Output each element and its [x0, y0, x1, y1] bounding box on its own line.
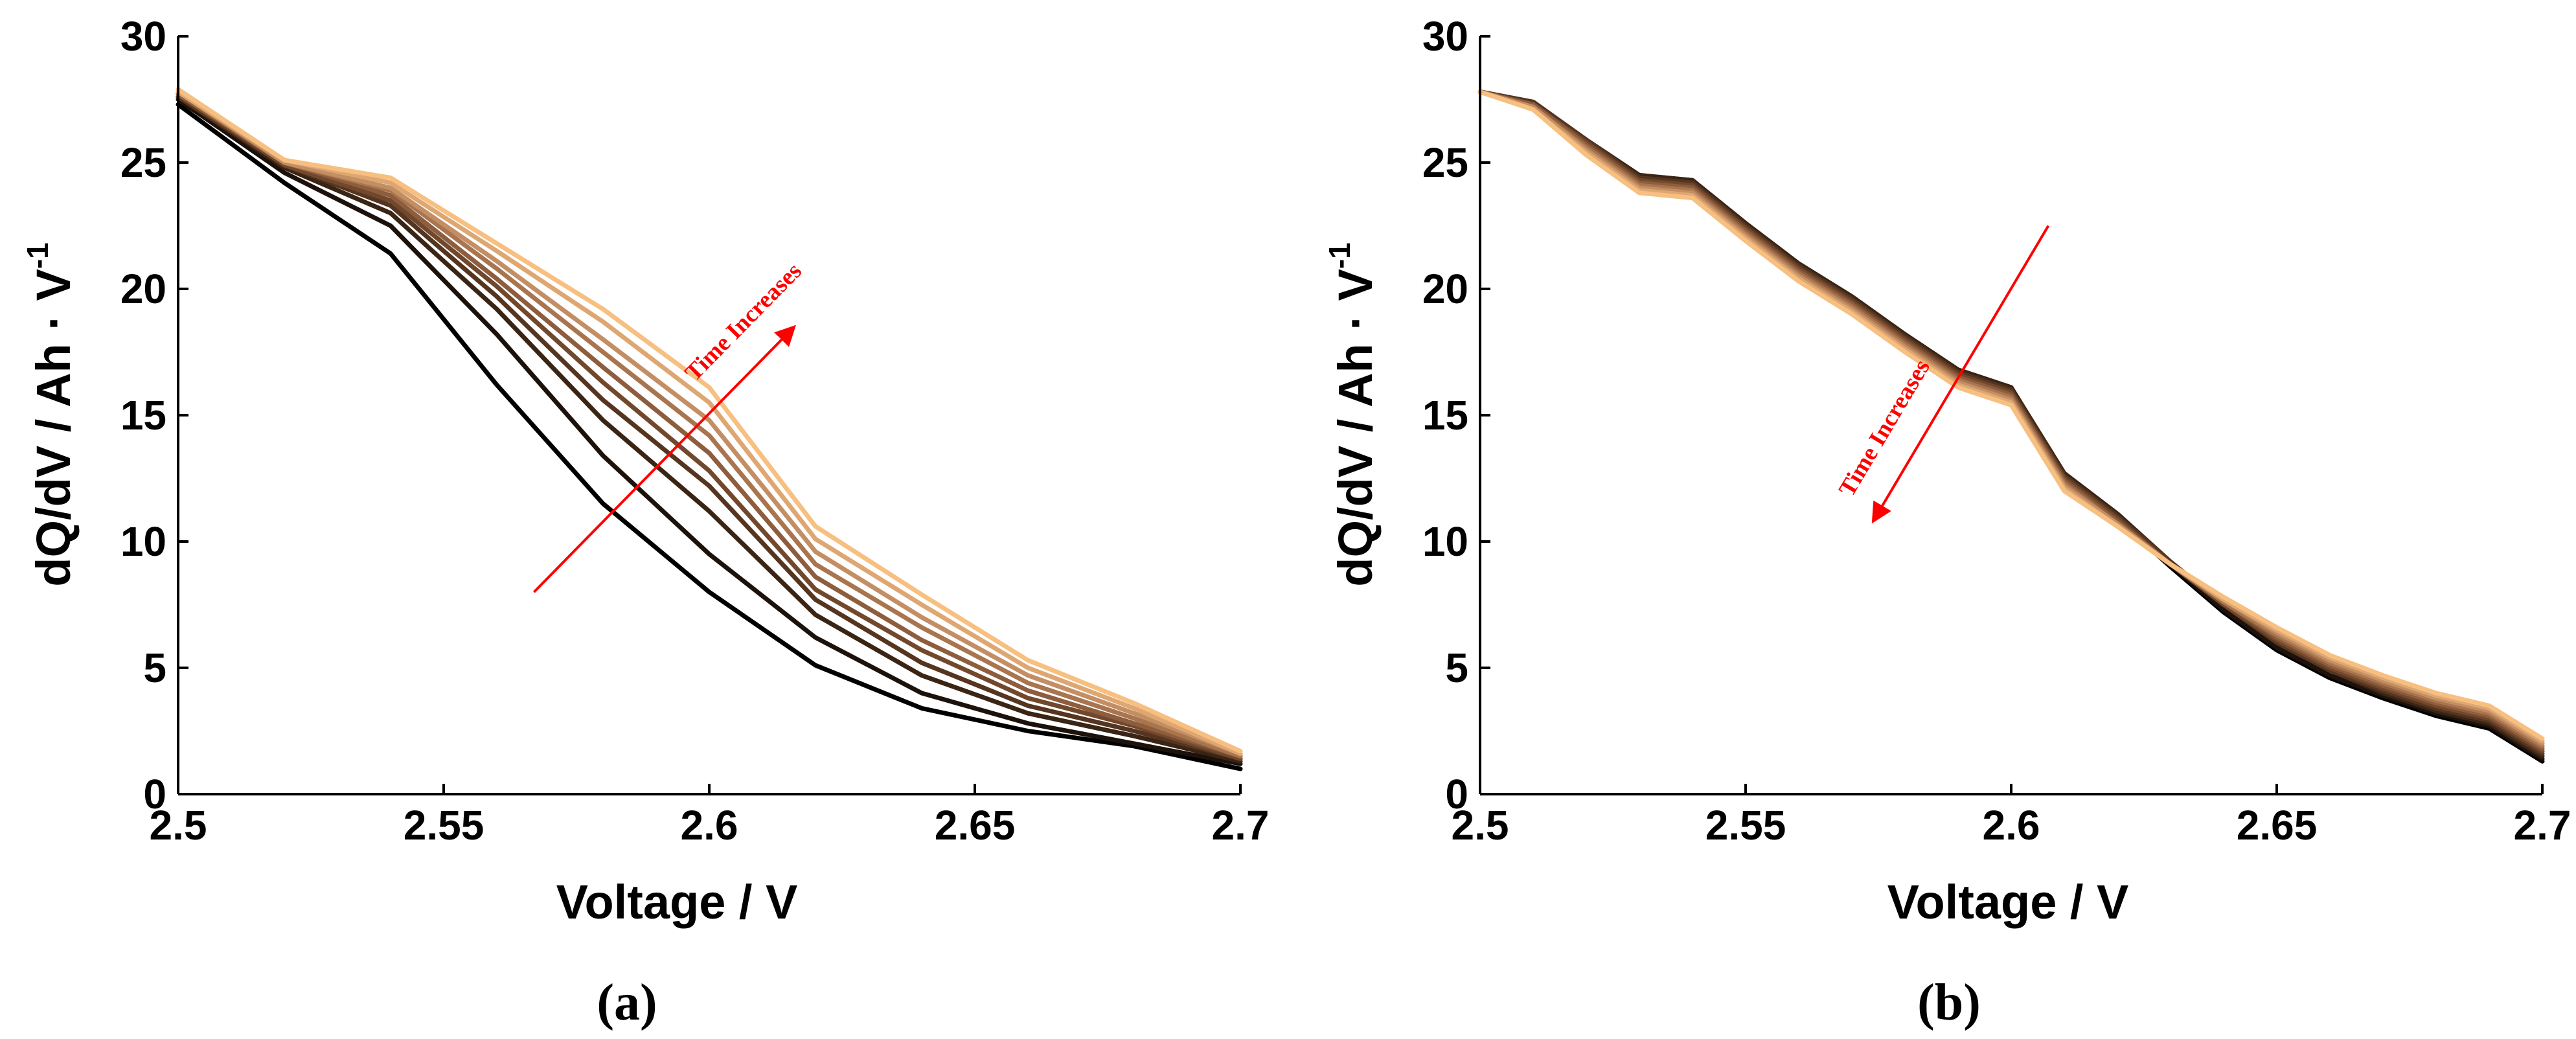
x-tick-label: 2.55 — [404, 802, 484, 849]
series-line-t8 — [1477, 89, 2545, 746]
series-line-t9 — [176, 89, 1243, 757]
x-tick-label: 2.5 — [1452, 802, 1509, 849]
y-tick-label: 5 — [143, 645, 166, 691]
series-line-t6 — [176, 92, 1243, 759]
series-group — [1477, 89, 2545, 764]
panel-label-b: (b) — [1917, 974, 1981, 1031]
chart-panel-b: 2.5 2.55 2.6 2.65 2.7 0 5 10 15 20 25 30 Voltage / … — [1323, 13, 2571, 1031]
series-line-t9 — [1477, 89, 2545, 744]
series-line-t4 — [176, 95, 1243, 761]
x-tick-label: 2.6 — [681, 802, 738, 849]
y-tick-label: 20 — [1422, 266, 1468, 312]
y-tick-label: 30 — [1422, 13, 1468, 60]
x-axis-title: Voltage / V — [556, 875, 798, 929]
series-group — [176, 87, 1243, 771]
x-tick-label: 2.55 — [1705, 802, 1786, 849]
y-tick-label: 10 — [1422, 518, 1468, 565]
chart-panel-a: 2.5 2.55 2.6 2.65 2.7 0 5 10 15 20 25 30 Voltage / … — [21, 13, 1269, 1031]
y-tick-label: 20 — [120, 266, 166, 312]
series-line-t1 — [176, 102, 1243, 771]
x-tick-label: 2.65 — [2237, 802, 2318, 849]
x-tick-label: 2.6 — [1983, 802, 2040, 849]
time-increases-label: Time Increases — [1834, 355, 1935, 501]
series-line-t7 — [1477, 89, 2545, 749]
y-tick-label: 30 — [120, 13, 166, 60]
y-tick-label: 25 — [120, 139, 166, 186]
series-line-t4 — [1477, 89, 2545, 757]
panel-label-a: (a) — [597, 974, 657, 1031]
x-tick-label: 2.5 — [150, 802, 207, 849]
x-axis-title: Voltage / V — [1887, 875, 2129, 929]
y-tick-label: 0 — [143, 771, 166, 817]
tick-group: 2.5 2.55 2.6 2.65 2.7 0 5 10 15 20 25 30 — [120, 13, 1270, 849]
x-tick-label: 2.7 — [1212, 802, 1270, 849]
y-tick-label: 0 — [1445, 771, 1468, 817]
y-tick-label: 15 — [120, 392, 166, 439]
series-line-t6 — [1477, 89, 2545, 751]
series-line-t8 — [176, 89, 1243, 757]
y-axis-title: dQ/dV / Ah · V-1 — [1323, 242, 1382, 586]
x-tick-label: 2.7 — [2514, 802, 2571, 849]
tick-group: 2.5 2.55 2.6 2.65 2.7 0 5 10 15 20 25 30 — [1422, 13, 2571, 849]
series-line-t3 — [176, 95, 1243, 764]
time-arrow — [532, 325, 797, 593]
y-tick-label: 15 — [1422, 392, 1468, 439]
series-line-t5 — [176, 92, 1243, 761]
series-line-t10 — [176, 87, 1243, 754]
series-line-t5 — [1477, 89, 2545, 754]
series-line-t2 — [176, 97, 1243, 766]
y-tick-label: 5 — [1445, 645, 1468, 691]
y-axis-title: dQ/dV / Ah · V-1 — [21, 242, 80, 586]
x-tick-label: 2.65 — [935, 802, 1016, 849]
time-arrow — [1871, 225, 2050, 524]
y-tick-label: 10 — [120, 518, 166, 565]
series-line-t10 — [1477, 89, 2545, 741]
y-tick-label: 25 — [1422, 139, 1468, 186]
time-increases-label: Time Increases — [680, 258, 807, 387]
